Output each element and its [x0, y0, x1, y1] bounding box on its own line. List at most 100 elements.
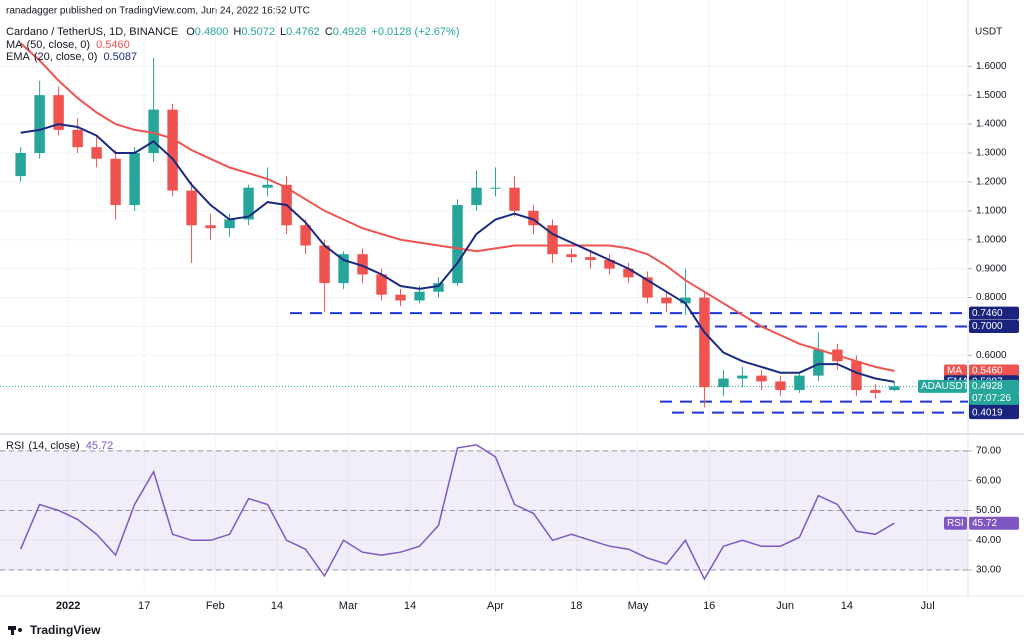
legend-entry: EMA (20, close, 0) 0.5087 — [6, 51, 137, 63]
y-tick-label: 0.6000 — [976, 350, 1007, 361]
symbol-line: Cardano / TetherUS, 1D, BINANCE O0.4800 H0… — [6, 26, 460, 38]
candle-body — [300, 225, 311, 246]
candle-body — [91, 147, 102, 159]
candle-body — [509, 187, 520, 211]
candle-body — [547, 225, 558, 255]
x-tick-label: 14 — [271, 600, 283, 612]
candle-body — [528, 210, 539, 226]
y-tick-label: 1.4000 — [976, 119, 1007, 130]
legend-name: MA — [6, 39, 23, 51]
candle-body — [319, 245, 330, 284]
candle-body — [756, 375, 767, 382]
candle-body — [585, 257, 596, 260]
candle-body — [870, 390, 881, 393]
candle-body — [186, 190, 197, 226]
candle-body — [889, 386, 900, 391]
x-tick-label: Apr — [487, 600, 504, 612]
ohlc-value: 0.4800 — [195, 26, 229, 38]
y-tick-label: 40.00 — [976, 535, 1001, 546]
symbol: Cardano / TetherUS, 1D, BINANCE — [6, 26, 178, 38]
candle-body — [205, 225, 216, 229]
candle-body — [15, 152, 26, 177]
level-label-text: 0.7460 — [972, 308, 1003, 319]
ohlc-key: H — [233, 26, 241, 38]
y-tick-label: 1.6000 — [976, 61, 1007, 72]
y-tick-label: 0.8000 — [976, 292, 1007, 303]
candle-body — [699, 297, 710, 388]
legend-name: RSI — [6, 440, 24, 452]
candle-body — [110, 158, 121, 206]
candle-body — [414, 291, 425, 301]
x-tick-label: Jun — [776, 600, 794, 612]
candle-body — [148, 109, 159, 153]
candle-body — [566, 254, 577, 258]
legend-params: (14, close) — [28, 440, 79, 452]
last-price-text: 0.4928 — [972, 381, 1003, 392]
candle-body — [794, 375, 805, 391]
candle-body — [490, 187, 501, 189]
legend-name: EMA — [6, 51, 31, 63]
legend-entry: MA (50, close, 0) 0.5460 — [6, 39, 130, 51]
candle-body — [718, 378, 729, 388]
legend-value: 45.72 — [86, 440, 114, 452]
countdown-box — [969, 391, 1019, 405]
level-label-text: 0.4019 — [972, 407, 1003, 418]
y-tick-label: 1.0000 — [976, 234, 1007, 245]
candle-body — [338, 254, 349, 284]
rsi-value-text: 45.72 — [972, 518, 997, 529]
series-name-box — [944, 364, 967, 378]
last-symbol-text: ADAUSDT — [921, 381, 969, 392]
legend-params: (20, close, 0) — [34, 51, 98, 63]
indicator-line — [19, 42, 895, 372]
candle-body — [642, 277, 653, 298]
x-tick-label: 2022 — [56, 600, 80, 612]
level-label-box — [969, 319, 1019, 333]
footer-logo: TradingView — [30, 623, 101, 637]
ohlc-key: O — [186, 26, 195, 38]
legend-value: 0.5460 — [96, 39, 130, 51]
candle-body — [433, 283, 444, 292]
x-tick-label: Feb — [206, 600, 225, 612]
last-symbol-box — [918, 379, 967, 393]
x-tick-label: Jul — [921, 600, 935, 612]
logo-icon — [8, 626, 22, 635]
series-value-text: 0.5460 — [972, 366, 1003, 377]
candle-body — [737, 375, 748, 379]
series-name-text: MA — [947, 366, 962, 377]
candle-body — [72, 129, 83, 148]
y-tick-label: 0.9000 — [976, 263, 1007, 274]
ohlc-value: 0.5072 — [241, 26, 275, 38]
candle-body — [129, 152, 140, 206]
candle-body — [262, 184, 273, 188]
x-tick-label: 17 — [138, 600, 150, 612]
candle-body — [53, 95, 64, 130]
y-tick-label: 1.5000 — [976, 90, 1007, 101]
x-tick-label: 16 — [703, 600, 715, 612]
candle-body — [34, 95, 45, 153]
countdown-text: 07:07:26 — [972, 393, 1011, 404]
x-tick-label: 14 — [404, 600, 416, 612]
series-value-box — [969, 364, 1019, 378]
y-tick-label: 1.2000 — [976, 177, 1007, 188]
candle-body — [680, 297, 691, 304]
candle-body — [851, 361, 862, 391]
rsi-name-text: RSI — [947, 518, 964, 529]
rsi-value-box — [969, 516, 1019, 530]
legend-value: 0.5087 — [103, 51, 137, 63]
candle-body — [471, 187, 482, 206]
legend-entry: RSI (14, close) 45.72 — [6, 440, 113, 452]
level-label-text: 0.7000 — [972, 321, 1003, 332]
ohlc-key: L — [280, 26, 286, 38]
author-line: ranadagger published on TradingView.com,… — [6, 6, 310, 17]
candle-body — [661, 297, 672, 304]
unit-label: USDT — [975, 27, 1002, 38]
last-price-box — [969, 379, 1019, 393]
candle-body — [357, 254, 368, 275]
rsi-line — [19, 444, 895, 581]
rsi-name-box — [944, 516, 967, 530]
y-tick-label: 30.00 — [976, 565, 1001, 576]
candle-body — [395, 294, 406, 301]
x-tick-label: May — [628, 600, 649, 612]
